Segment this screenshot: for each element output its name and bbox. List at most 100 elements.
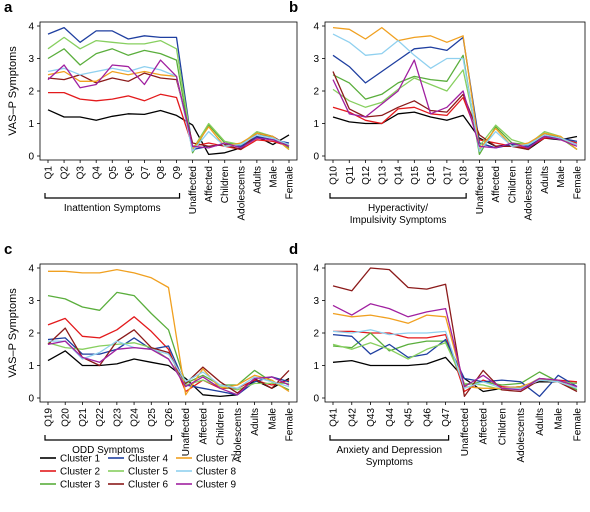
series-line-cluster-3: [332, 54, 578, 156]
x-tick-label: Q3: [76, 166, 87, 180]
x-tick-label: Q7: [140, 166, 151, 180]
y-tick-label: 1: [313, 361, 319, 372]
y-tick-label: 3: [28, 296, 34, 307]
y-tick-label: 4: [313, 264, 319, 275]
x-tick-label: Q24: [130, 408, 141, 427]
legend-label: Cluster 7: [196, 454, 236, 465]
x-tick-label: Adults: [535, 408, 546, 436]
x-tick-label: Affected: [491, 166, 502, 203]
x-tick-label: Q22: [95, 408, 106, 427]
x-tick-label: Q18: [459, 166, 470, 185]
x-tick-label: Affected: [479, 408, 490, 445]
panel-letter-c: c: [4, 241, 12, 258]
x-tick-label: Children: [507, 166, 518, 203]
series-line-cluster-8: [47, 65, 290, 152]
x-tick-label: Q14: [394, 166, 405, 185]
x-tick-label: Q12: [361, 166, 372, 185]
legend-item: Cluster 7: [176, 454, 236, 465]
legend-label: Cluster 1: [60, 454, 100, 465]
series-line-cluster-9: [332, 303, 578, 391]
x-tick-label: Adults: [250, 408, 261, 436]
x-tick-label: Q11: [345, 166, 356, 185]
group-bracket: [44, 435, 173, 441]
series-line-cluster-8: [48, 340, 290, 389]
x-tick-label: Adolescents: [516, 408, 527, 462]
series-line-cluster-3: [47, 291, 290, 391]
x-tick-label: Q25: [147, 408, 158, 427]
x-tick-label: Q2: [60, 166, 71, 180]
x-tick-label: Female: [573, 408, 584, 442]
x-tick-label: Q6: [124, 166, 135, 180]
legend-label: Cluster 2: [60, 467, 100, 478]
series-line-cluster-2: [48, 91, 290, 151]
x-tick-label: Unaffected: [181, 408, 192, 456]
y-tick-label: 1: [28, 119, 34, 130]
legend-item: Cluster 4: [108, 454, 168, 465]
x-tick-label: Q8: [156, 166, 167, 180]
series-line-cluster-9: [47, 59, 290, 149]
x-tick-label: Q15: [410, 166, 421, 185]
panel-letter-b: b: [289, 0, 298, 16]
group-label: Inattention Symptoms: [64, 203, 161, 214]
y-tick-label: 4: [313, 22, 319, 33]
group-label: Symptoms: [366, 457, 413, 468]
x-tick-label: Affected: [204, 166, 215, 203]
x-tick-label: Adolescents: [524, 166, 535, 220]
x-tick-label: Male: [556, 166, 567, 188]
y-tick-label: 0: [313, 394, 319, 405]
x-tick-label: Q41: [329, 408, 340, 427]
panel-letter-a: a: [4, 0, 13, 16]
panel-b: b 0 1 2 3 4 Q10 Q11 Q12 Q13 Q14 Q15 Q16 Q17 Q18 Unaffec…: [289, 0, 586, 226]
y-axis-label: VAS–P Symptoms: [7, 46, 19, 136]
x-tick-label: Adolescents: [233, 408, 244, 462]
legend: Cluster 1 Cluster 2 Cluster 3 Cluster 4 Clus…: [40, 454, 236, 491]
legend-label: Cluster 6: [128, 480, 168, 491]
y-tick-label: 0: [28, 152, 34, 163]
x-tick-label: Q19: [44, 408, 55, 427]
y-tick-label: 2: [28, 329, 34, 340]
y-tick-label: 2: [313, 329, 319, 340]
x-tick-label: Q21: [78, 408, 89, 427]
x-tick-label: Q10: [329, 166, 340, 185]
x-tick-label: Children: [220, 166, 231, 203]
series-line-cluster-7: [47, 70, 290, 151]
y-axis-label: VAS–P Symptoms: [7, 288, 19, 378]
series-line-cluster-8: [332, 33, 578, 152]
group-bracket: [329, 193, 467, 199]
x-tick-label: Q26: [164, 408, 175, 427]
panels: a 0 1 2 3 4 VAS–P Symptoms Q1 Q2 Q3 Q4 Q5 Q6 Q7 Q8 Q9 Un…: [4, 0, 586, 468]
series-line-cluster-6: [47, 72, 290, 151]
legend-label: Cluster 3: [60, 480, 100, 491]
y-tick-label: 0: [313, 152, 319, 163]
x-tick-label: Adolescents: [236, 166, 247, 220]
legend-item: Cluster 8: [176, 467, 236, 478]
x-tick-label: Q42: [347, 408, 358, 427]
x-tick-label: Q44: [385, 408, 396, 427]
series-line-cluster-3: [47, 48, 290, 154]
x-tick-label: Male: [267, 408, 278, 430]
x-tick-label: Q5: [108, 166, 119, 180]
group-bracket: [44, 193, 181, 199]
x-tick-label: Q20: [61, 408, 72, 427]
x-tick-label: Q46: [422, 408, 433, 427]
x-tick-label: Female: [285, 408, 296, 442]
x-tick-label: Affected: [198, 408, 209, 445]
legend-label: Cluster 8: [196, 467, 236, 478]
y-tick-label: 1: [28, 361, 34, 372]
legend-item: Cluster 3: [40, 480, 100, 491]
panel-letter-d: d: [289, 241, 298, 258]
series-line-cluster-9: [332, 59, 578, 149]
legend-item: Cluster 5: [108, 467, 168, 478]
x-tick-label: Children: [216, 408, 227, 445]
y-tick-label: 4: [28, 264, 34, 275]
legend-item: Cluster 1: [40, 454, 100, 465]
legend-label: Cluster 4: [128, 454, 168, 465]
x-tick-label: Adults: [252, 166, 263, 194]
x-tick-label: Children: [497, 408, 508, 445]
group-label: ODD Symptoms: [72, 445, 144, 456]
panel-d: d 0 1 2 3 4 Q41 Q42 Q43 Q44 Q45 Q46 Q47 Unaffected Aff…: [289, 241, 586, 468]
panel-a: a 0 1 2 3 4 VAS–P Symptoms Q1 Q2 Q3 Q4 Q5 Q6 Q7 Q8 Q9 Un…: [4, 0, 298, 220]
x-tick-label: Q43: [366, 408, 377, 427]
x-tick-label: Q47: [441, 408, 452, 427]
x-tick-label: Q45: [404, 408, 415, 427]
